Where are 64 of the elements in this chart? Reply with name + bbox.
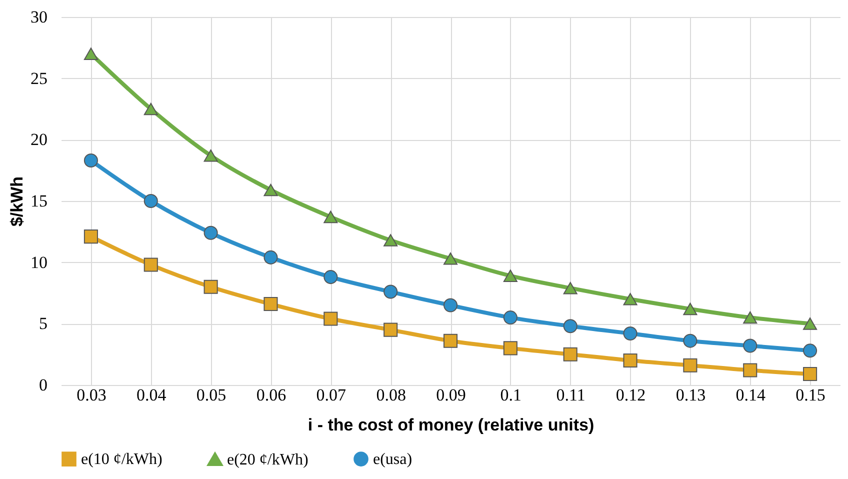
x-tick-label: 0.08 xyxy=(376,386,406,404)
point xyxy=(803,344,818,358)
x-tick-label: 0.06 xyxy=(256,386,286,404)
point xyxy=(384,284,398,299)
legend-label: e(usa) xyxy=(373,451,412,468)
point xyxy=(204,226,218,240)
x-tick-label: 0.13 xyxy=(676,386,706,404)
y-tick-label: 15 xyxy=(30,192,48,210)
y-tick-label: 10 xyxy=(30,252,48,272)
point xyxy=(204,280,218,294)
y-tick-label: 0 xyxy=(39,376,48,394)
point xyxy=(443,252,458,265)
point xyxy=(803,366,818,381)
point xyxy=(264,250,278,264)
y-tick-label: 20 xyxy=(30,130,48,150)
y-tick-label: 30 xyxy=(30,8,48,26)
point xyxy=(264,184,278,196)
point xyxy=(443,334,458,348)
point xyxy=(384,322,398,337)
point xyxy=(563,347,578,362)
y-tick-label: 25 xyxy=(30,68,48,88)
point xyxy=(144,102,158,116)
x-tick-label: 0.15 xyxy=(796,386,826,404)
point xyxy=(84,48,98,60)
point xyxy=(443,298,458,312)
point xyxy=(683,358,698,372)
point xyxy=(144,194,158,208)
point xyxy=(204,149,218,162)
point xyxy=(683,302,698,316)
point xyxy=(503,310,518,325)
y-tick-label: 5 xyxy=(39,314,48,334)
point xyxy=(324,210,338,224)
point xyxy=(803,318,818,330)
point xyxy=(743,311,758,324)
point xyxy=(683,334,698,348)
legend-label: e(20 ¢/kWh) xyxy=(227,451,308,468)
x-tick-label: 0.05 xyxy=(196,386,226,404)
point xyxy=(743,338,758,353)
point xyxy=(84,230,98,244)
point xyxy=(623,353,638,368)
point xyxy=(384,234,398,246)
x-tick-label: 0.11 xyxy=(556,386,586,404)
point xyxy=(264,297,278,312)
x-tick-label: 0.03 xyxy=(76,386,106,404)
point xyxy=(563,282,578,294)
point xyxy=(324,312,338,326)
x-tick-label: 0.07 xyxy=(316,386,347,404)
point xyxy=(144,258,158,272)
point xyxy=(503,341,518,356)
x-tick-label: 0.04 xyxy=(136,386,167,404)
point xyxy=(503,270,518,282)
x-tick-label: 0.14 xyxy=(736,386,766,404)
legend-label: e(10 ¢/kWh) xyxy=(81,451,162,468)
x-tick-label: 0.12 xyxy=(616,386,646,404)
point xyxy=(623,292,638,306)
point xyxy=(743,363,758,378)
x-axis-title: i - the cost of money (relative units) xyxy=(308,416,594,434)
point xyxy=(623,326,638,340)
x-tick-label: 0.1 xyxy=(500,386,522,404)
point xyxy=(84,154,98,168)
x-tick-label: 0.09 xyxy=(436,386,466,404)
point xyxy=(563,319,578,334)
point xyxy=(324,270,338,284)
y-axis-title: $/kWh xyxy=(8,176,26,227)
